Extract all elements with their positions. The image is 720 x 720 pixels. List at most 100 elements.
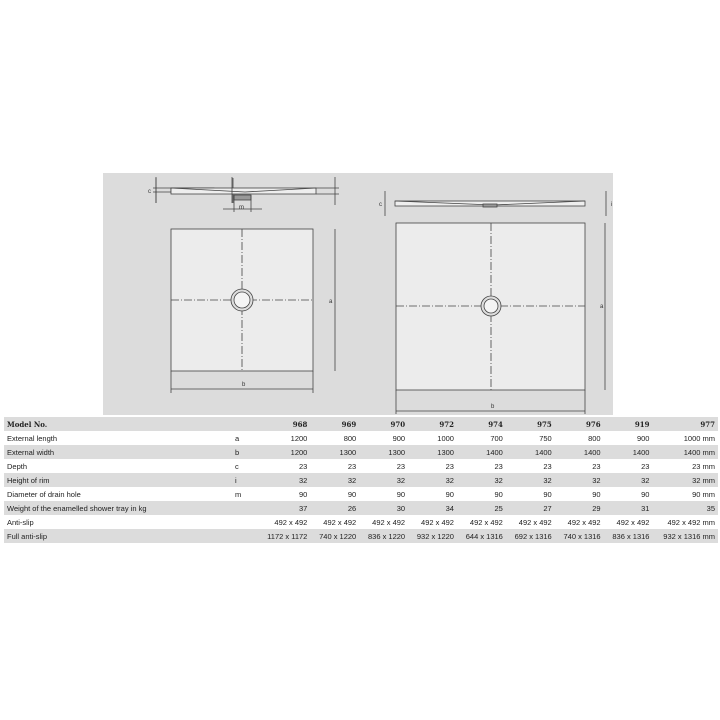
header-key xyxy=(232,417,258,431)
cell-value: 1000 xyxy=(437,433,454,443)
cell-value: 90 xyxy=(299,489,308,499)
cell-value: 23 xyxy=(592,461,601,471)
cell-value: 31 xyxy=(641,503,650,513)
cell-value: 32 xyxy=(396,475,406,485)
row-label: Weight of the enamelled shower tray in k… xyxy=(7,503,147,513)
model-number: 975 xyxy=(537,419,552,429)
row-key xyxy=(232,529,258,543)
cell-value: 1000 mm xyxy=(683,433,715,443)
cell-value: 1172 x 1172 xyxy=(267,531,308,541)
label-b-right: b xyxy=(491,404,495,410)
cell-value: 1400 mm xyxy=(683,447,715,457)
table-row: Weight of the enamelled shower tray in k… xyxy=(4,501,718,515)
cell-value: 644 x 1316 xyxy=(465,531,503,541)
cell-value: 740 x 1316 xyxy=(563,531,601,541)
cell-value: 90 xyxy=(445,489,454,499)
cell-value: 90 xyxy=(543,489,552,499)
label-i-right: i xyxy=(611,202,612,208)
cell-value: 27 xyxy=(543,503,552,513)
row-label: Anti-slip xyxy=(7,517,34,527)
label-b: b xyxy=(242,382,246,388)
row-label: External width xyxy=(7,447,55,457)
cell-value: 692 x 1316 xyxy=(514,531,552,541)
model-number: 976 xyxy=(585,419,601,429)
technical-drawing: m c a b c i a b xyxy=(103,173,613,415)
cell-value: 23 xyxy=(347,461,357,471)
cell-value: 29 xyxy=(592,503,601,513)
cell-value: 492 x 492 xyxy=(469,517,503,527)
cell-value: 23 xyxy=(396,461,406,471)
cell-value: 492 x 492 xyxy=(372,517,406,527)
cell-value: 90 xyxy=(396,489,406,499)
cell-value: 932 x 1316 mm xyxy=(663,531,715,541)
cell-value: 800 xyxy=(588,433,601,443)
cell-value: 34 xyxy=(445,503,454,513)
cell-value: 23 xyxy=(445,461,454,471)
cell-value: 492 x 492 xyxy=(567,517,601,527)
cell-value: 30 xyxy=(396,503,406,513)
row-key xyxy=(232,515,258,529)
cell-value: 32 xyxy=(543,475,552,485)
cell-value: 836 x 1220 xyxy=(367,531,406,541)
label-m: m xyxy=(239,205,244,211)
model-number: 919 xyxy=(634,419,650,429)
cell-value: 932 x 1220 xyxy=(416,531,454,541)
cell-value: 750 xyxy=(539,433,552,443)
model-number: 968 xyxy=(292,419,308,429)
cell-value: 32 mm xyxy=(692,475,715,485)
cell-value: 836 x 1316 xyxy=(612,531,650,541)
row-label: Full anti-slip xyxy=(7,531,48,541)
cell-value: 90 xyxy=(641,489,650,499)
cell-value: 90 xyxy=(494,489,503,499)
row-label: Depth xyxy=(7,461,28,471)
table-row: Anti-slip 492 x 492 492 x 492 492 x 492 492 … xyxy=(4,515,718,529)
cell-value: 1400 xyxy=(535,447,552,457)
table-row: External length a 1200 800 900 1000 700 750 800 9… xyxy=(4,431,718,445)
cell-value: 800 xyxy=(343,433,357,443)
specification-table: Model No. 968 969 970 972 974 975 976 919 977 Exte… xyxy=(4,417,718,543)
cell-value: 37 xyxy=(299,503,308,513)
label-a-right: a xyxy=(600,304,604,310)
table-row: Diameter of drain hole m 90 90 90 90 90 90 90 90 9… xyxy=(4,487,718,501)
row-label: External length xyxy=(7,433,58,443)
cell-value: 90 mm xyxy=(692,489,715,499)
table-row: Full anti-slip 1172 x 1172 740 x 1220 836 x… xyxy=(4,529,718,543)
cell-value: 35 xyxy=(706,503,715,513)
cell-value: 492 x 492 xyxy=(323,517,357,527)
cell-value: 23 xyxy=(641,461,650,471)
row-key: i xyxy=(235,475,237,485)
cell-value: 32 xyxy=(347,475,357,485)
cell-value: 23 xyxy=(494,461,503,471)
cell-value: 1300 xyxy=(437,447,454,457)
cell-value: 26 xyxy=(347,503,357,513)
cell-value: 23 mm xyxy=(692,461,715,471)
row-label: Diameter of drain hole xyxy=(7,489,81,499)
cell-value: 492 x 492 xyxy=(274,517,308,527)
row-key: a xyxy=(235,433,240,443)
row-label: Height of rim xyxy=(7,475,50,485)
cell-value: 900 xyxy=(392,433,406,443)
row-key: b xyxy=(235,447,240,457)
cell-value: 492 x 492 xyxy=(616,517,650,527)
table-row: Height of rim i 32 32 32 32 32 32 32 32 32 mm xyxy=(4,473,718,487)
cell-value: 32 xyxy=(299,475,308,485)
side-profile-left xyxy=(155,178,262,212)
cell-value: 492 x 492 mm xyxy=(667,517,715,527)
row-key xyxy=(232,501,258,515)
cell-value: 32 xyxy=(592,475,601,485)
cell-value: 1300 xyxy=(388,447,406,457)
model-number: 977 xyxy=(700,419,715,429)
cell-value: 740 x 1220 xyxy=(319,531,357,541)
row-key: c xyxy=(235,461,239,471)
cell-value: 1400 xyxy=(632,447,650,457)
model-number: 972 xyxy=(439,419,454,429)
cell-value: 90 xyxy=(592,489,601,499)
cell-value: 492 x 492 xyxy=(421,517,454,527)
header-label: Model No. xyxy=(7,419,48,429)
cell-value: 492 x 492 xyxy=(518,517,552,527)
row-key: m xyxy=(235,489,242,499)
cell-value: 1400 xyxy=(583,447,601,457)
label-a: a xyxy=(329,299,333,305)
cell-value: 32 xyxy=(641,475,650,485)
cell-value: 900 xyxy=(636,433,650,443)
